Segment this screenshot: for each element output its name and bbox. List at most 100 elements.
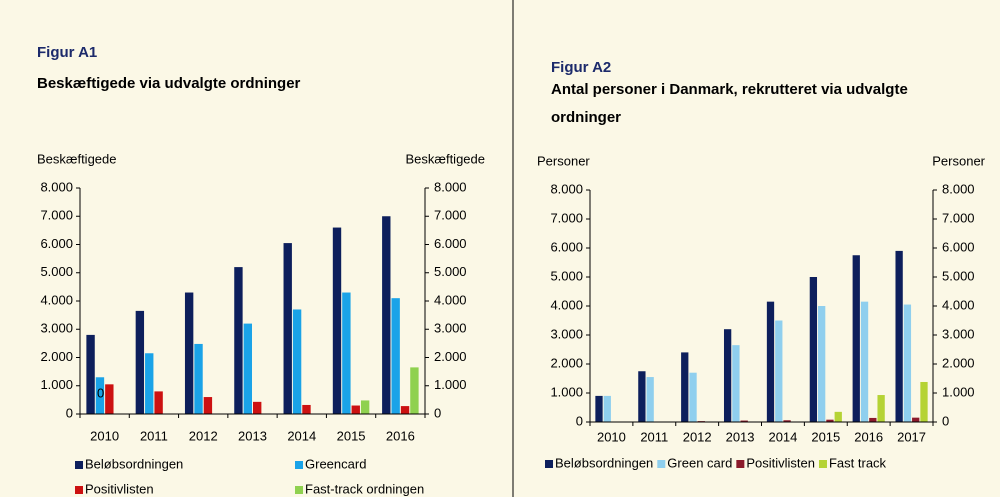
x-tick-label: 2012: [189, 428, 218, 443]
bar: [895, 250, 903, 422]
y-tick-label: 4.000: [40, 292, 73, 307]
legend-label: Greencard: [305, 456, 366, 471]
legend-label: Positivlisten: [746, 455, 815, 470]
x-tick-label: 2016: [854, 429, 883, 444]
legend-swatch: [295, 461, 303, 469]
bar: [869, 417, 877, 422]
x-tick-label: 2014: [768, 429, 797, 444]
y-tick-label: 2.000: [550, 355, 583, 370]
x-tick-label: 2016: [386, 428, 415, 443]
legend-swatch: [75, 461, 83, 469]
y2-tick-label: 4.000: [942, 297, 975, 312]
bar: [382, 216, 391, 414]
x-tick-label: 2014: [287, 428, 316, 443]
legend-swatch: [295, 486, 303, 494]
bar: [391, 298, 400, 414]
y-axis-label: Beskæftigede: [37, 151, 117, 166]
bar: [681, 352, 689, 422]
y-tick-label: 5.000: [550, 268, 583, 283]
y-tick-label: 1.000: [550, 384, 583, 399]
bar: [877, 395, 885, 422]
x-tick-label: 2013: [238, 428, 267, 443]
bar: [723, 329, 732, 422]
bar: [410, 367, 419, 414]
x-tick-label: 2011: [140, 428, 168, 443]
x-tick-label: 2011: [640, 429, 668, 444]
legend-swatch: [75, 486, 83, 494]
y2-tick-label: 3.000: [434, 321, 467, 336]
chart-title: Beskæftigede via udvalgte ordninger: [37, 75, 301, 92]
bar: [766, 301, 775, 422]
x-tick-label: 2010: [597, 429, 626, 444]
figure-label: Figur A1: [37, 44, 98, 61]
bar: [86, 334, 95, 414]
y-tick-label: 5.000: [40, 264, 73, 279]
y-tick-label: 4.000: [550, 297, 583, 312]
bar: [638, 371, 646, 422]
bar: [740, 420, 748, 422]
figure-label: Figur A2: [551, 59, 612, 76]
legend-swatch: [545, 460, 553, 468]
bar: [302, 404, 311, 414]
legend-label: Positivlisten: [85, 481, 154, 496]
bar: [920, 381, 928, 422]
x-tick-label: 2017: [897, 429, 926, 444]
y2-tick-label: 1.000: [434, 377, 467, 392]
legend-label: Fast-track ordningen: [305, 481, 424, 496]
x-tick-label: 2015: [337, 428, 366, 443]
y2-tick-label: 6.000: [942, 239, 975, 254]
y2-tick-label: 1.000: [942, 384, 975, 399]
legend-label: Fast track: [829, 455, 887, 470]
bar: [351, 405, 360, 414]
bar: [646, 377, 654, 422]
bar: [203, 397, 213, 414]
bar: [912, 417, 920, 422]
y2-tick-label: 0: [942, 413, 949, 428]
bar: [154, 391, 163, 414]
bar: [184, 292, 194, 414]
legend-label: Green card: [667, 455, 732, 470]
y2-tick-label: 8.000: [434, 179, 467, 194]
bar: [775, 320, 783, 422]
x-tick-label: 2012: [683, 429, 712, 444]
legend-swatch: [657, 460, 666, 468]
bar: [826, 419, 834, 422]
y-tick-label: 2.000: [40, 349, 73, 364]
bar: [194, 343, 203, 414]
y2-tick-label: 2.000: [942, 355, 975, 370]
bar: [834, 411, 842, 422]
y2-tick-label: 7.000: [942, 210, 975, 225]
bar: [689, 372, 697, 422]
y2-axis-label: Personer: [932, 153, 985, 168]
bar: [860, 301, 869, 422]
bar: [234, 267, 243, 414]
bar: [243, 323, 252, 414]
x-tick-label: 2010: [90, 428, 119, 443]
y2-tick-label: 5.000: [942, 268, 975, 283]
legend-swatch: [818, 460, 827, 468]
y2-tick-label: 4.000: [434, 292, 467, 307]
y2-tick-label: 3.000: [942, 326, 975, 341]
y-tick-label: 6.000: [40, 236, 73, 251]
bar: [292, 309, 302, 414]
bar: [603, 395, 611, 422]
y-tick-label: 3.000: [550, 326, 583, 341]
bar: [818, 306, 826, 422]
y2-tick-label: 8.000: [942, 181, 975, 196]
y-tick-label: 6.000: [550, 239, 583, 254]
chart-title: Antal personer i Danmark, rekrutteret vi…: [551, 81, 908, 126]
bar: [95, 377, 105, 414]
y2-tick-label: 5.000: [434, 264, 467, 279]
y-tick-label: 0: [576, 413, 583, 428]
bar: [342, 292, 351, 414]
bar: [145, 353, 154, 414]
y-tick-label: 8.000: [550, 181, 583, 196]
bar: [595, 395, 603, 422]
legend-swatch: [736, 460, 745, 468]
annotation: 0: [97, 385, 104, 400]
y-tick-label: 7.000: [550, 210, 583, 225]
bar: [360, 400, 370, 414]
y2-tick-label: 7.000: [434, 208, 467, 223]
